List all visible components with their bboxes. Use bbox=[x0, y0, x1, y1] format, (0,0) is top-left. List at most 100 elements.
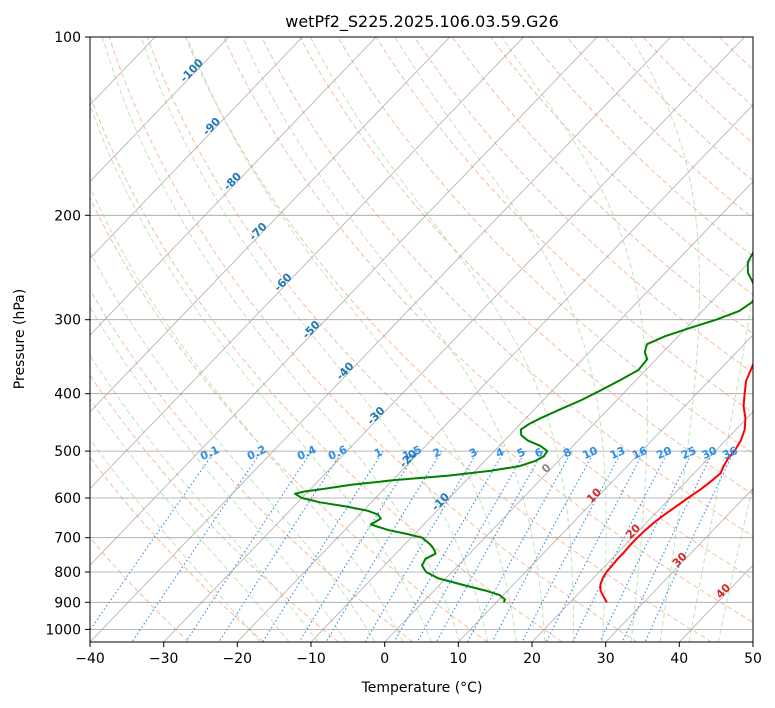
mixing-ratio-label: 36 bbox=[721, 444, 741, 462]
mixing-ratio-label: 30 bbox=[700, 444, 720, 462]
x-tick-label: −20 bbox=[223, 651, 253, 667]
temperature-line bbox=[599, 362, 753, 603]
mixing-ratio-label: 13 bbox=[608, 444, 627, 462]
x-tick-label: −40 bbox=[75, 651, 105, 667]
mixing-ratio-line bbox=[262, 450, 384, 642]
mixing-ratio-line bbox=[467, 450, 573, 642]
isotherm-label: -60 bbox=[272, 270, 295, 294]
isotherm-label: -10 bbox=[429, 490, 452, 514]
y-axis-title: Pressure (hPa) bbox=[12, 289, 28, 389]
isotherm-label: -80 bbox=[221, 170, 244, 194]
isotherm bbox=[0, 37, 8, 642]
dry-adiabat bbox=[756, 36, 775, 642]
mixing-ratio-line bbox=[644, 450, 735, 642]
y-tick-label: 1000 bbox=[45, 622, 81, 638]
moist-adiabat bbox=[501, 37, 648, 642]
dry-adiabat bbox=[108, 37, 638, 642]
dry-adiabat bbox=[451, 37, 753, 335]
chart-title: wetPf2_S225.2025.106.03.59.G26 bbox=[285, 12, 559, 32]
dry-adiabat bbox=[718, 37, 753, 71]
x-tick-label: −30 bbox=[149, 651, 179, 667]
moist-adiabat bbox=[688, 288, 753, 642]
mixing-ratio-line bbox=[545, 450, 645, 642]
mixing-ratio-label: 1 bbox=[372, 446, 384, 461]
moist-adiabat bbox=[242, 37, 546, 642]
dry-adiabat bbox=[261, 37, 753, 537]
y-tick-label: 800 bbox=[54, 565, 81, 581]
mixing-ratio-label: 10 bbox=[581, 444, 601, 462]
dry-adiabat bbox=[146, 37, 712, 642]
moist-adiabat bbox=[90, 103, 432, 642]
y-tick-label: 700 bbox=[54, 531, 81, 547]
isotherm bbox=[90, 37, 524, 490]
dry-adiabat bbox=[680, 37, 753, 107]
isotherm bbox=[90, 37, 230, 183]
mixing-ratio-line bbox=[572, 450, 669, 642]
mixing-ratio-label: 5 bbox=[515, 446, 527, 461]
moist-adiabat bbox=[186, 37, 517, 642]
isotherm bbox=[90, 37, 451, 413]
mixing-ratio-line bbox=[131, 450, 263, 642]
dry-adiabat bbox=[90, 197, 488, 642]
dry-adiabat bbox=[90, 288, 414, 642]
mixing-ratio-label: 2 bbox=[431, 446, 443, 461]
mixing-ratio-label: 4 bbox=[494, 445, 507, 460]
mixing-ratio-label: 25 bbox=[679, 444, 698, 462]
dry-adiabat bbox=[223, 37, 753, 580]
isotherm bbox=[163, 37, 745, 642]
background-lines bbox=[0, 36, 775, 642]
line-labels: 0.1 0.2 0.4 0.6 1 1.5 2 3 4 5 6 8 10 13 16 20 25 30 36-100… bbox=[178, 56, 741, 601]
x-tick-label: 30 bbox=[597, 651, 615, 667]
mixing-ratio-line bbox=[218, 450, 343, 642]
dewpoint-line bbox=[294, 250, 753, 603]
dry-adiabat bbox=[337, 37, 753, 454]
moist-adiabat bbox=[90, 185, 404, 642]
moist-adiabat bbox=[90, 354, 319, 642]
isotherm-label: -50 bbox=[300, 318, 323, 342]
isotherm bbox=[679, 564, 753, 642]
mixing-ratio-line bbox=[599, 450, 694, 642]
y-tick-label: 200 bbox=[54, 208, 81, 224]
isotherm-label: -100 bbox=[178, 56, 207, 85]
moist-adiabat bbox=[717, 483, 753, 642]
isotherm-label: -70 bbox=[247, 220, 270, 244]
mixing-ratio-line bbox=[435, 450, 544, 642]
isotherm bbox=[90, 37, 598, 566]
wetbulb-label: 0 bbox=[539, 461, 554, 476]
moist-adiabat bbox=[630, 37, 701, 642]
moist-adiabat bbox=[90, 306, 347, 642]
dry-adiabat bbox=[413, 37, 753, 374]
dry-adiabat bbox=[184, 37, 753, 623]
moist-adiabat bbox=[90, 398, 290, 642]
isotherm bbox=[605, 487, 753, 642]
mixing-ratio-label: 0.6 bbox=[326, 443, 349, 463]
mixing-ratio-label: 20 bbox=[654, 444, 674, 462]
y-tick-label: 100 bbox=[54, 30, 81, 46]
dry-adiabat bbox=[375, 37, 753, 414]
y-axis: 100 200 300 400 500 600 700 800 900 1000 bbox=[45, 30, 90, 638]
dry-adiabat bbox=[642, 37, 753, 145]
mixing-ratio-label: 3 bbox=[467, 446, 479, 461]
y-tick-label: 300 bbox=[54, 313, 81, 329]
y-tick-label: 600 bbox=[54, 491, 81, 507]
dry-adiabat bbox=[90, 456, 264, 642]
isotherm bbox=[458, 334, 753, 642]
x-tick-label: 20 bbox=[523, 651, 541, 667]
y-tick-label: 500 bbox=[54, 444, 81, 460]
isotherm bbox=[310, 181, 753, 642]
dry-adiabat bbox=[299, 37, 753, 495]
moist-adiabat bbox=[101, 37, 461, 642]
isotherm bbox=[384, 257, 753, 642]
y-tick-label: 400 bbox=[54, 387, 81, 403]
x-tick-label: 10 bbox=[449, 651, 467, 667]
plot-frame bbox=[89, 36, 754, 643]
mixing-ratio-line bbox=[298, 450, 418, 642]
isotherm bbox=[90, 37, 672, 642]
mixing-ratio-line bbox=[521, 450, 623, 642]
isotherm bbox=[752, 641, 753, 642]
x-tick-label: −10 bbox=[296, 651, 326, 667]
x-axis: −40 −30 −20 −10 0 10 20 30 40 50 bbox=[75, 642, 762, 667]
wetbulb-label: 10 bbox=[584, 485, 604, 505]
isotherm bbox=[237, 104, 753, 642]
moist-adiabat bbox=[90, 250, 376, 642]
